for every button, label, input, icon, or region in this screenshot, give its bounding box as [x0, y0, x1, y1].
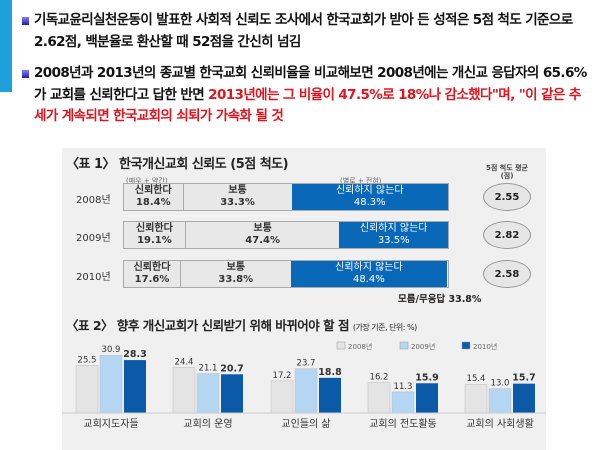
year-label: 2008년 [76, 195, 111, 206]
bullet-list: 기독교윤리실천운동이 발표한 사회적 신뢰도 조사에서 한국교회가 받아 든 성… [22, 10, 592, 138]
segment-value: 47.4% [245, 235, 280, 246]
segment-label: 신뢰하지 않는다 [335, 185, 404, 196]
data-label: 15.4 [467, 374, 486, 384]
legend-swatch [399, 341, 409, 350]
bar [319, 377, 341, 413]
category-label: 교회지도자들 [83, 418, 138, 430]
data-label: 17.2 [273, 371, 292, 381]
segment-neutral: 보통 33.3% [183, 184, 292, 210]
segment-label: 보통 [253, 223, 272, 234]
table2-title: 〈표 2〉 향후 개신교회가 신뢰받기 위해 바뀌어야 할 점 (가장 기준, … [66, 315, 417, 334]
bullet-highlight: 2013년에는 그 비율이 47.5%로 18%나 감소했다"며, "이 같은 … [34, 86, 581, 125]
segment-trust: 신뢰한다 17.6% [124, 261, 182, 287]
data-label: 20.7 [220, 363, 243, 374]
data-label: 15.7 [512, 373, 535, 384]
category-label: 교회의 사회생활 [466, 417, 534, 430]
segment-value: 17.6% [134, 274, 170, 285]
segment-trust: 신뢰한다 19.1% [124, 222, 186, 248]
bar [172, 367, 196, 414]
bar [124, 360, 146, 413]
bar [367, 382, 391, 414]
data-label: 15.9 [415, 372, 438, 383]
legend-label: 2008년 [348, 342, 372, 351]
segment-neutral: 보통 33.8% [181, 261, 291, 287]
segment-label: 신뢰한다 [134, 185, 172, 196]
year-label: 2009년 [76, 233, 111, 244]
segment-value: 33.3% [220, 197, 255, 208]
avg-score: 2.82 [483, 221, 531, 249]
segment-trust: 신뢰한다 18.4% [124, 184, 184, 210]
segment-value: 33.5% [377, 235, 410, 246]
chart-subtitle: (가장 기준, 단위: %) [352, 323, 417, 332]
data-label: 11.3 [394, 382, 413, 392]
segment-label: 신뢰한다 [133, 262, 171, 273]
bar [270, 380, 294, 414]
avg-score: 2.55 [483, 183, 531, 211]
bar [221, 374, 243, 413]
accent-bar [0, 0, 12, 92]
bar [75, 365, 99, 414]
bullet-text: 기독교윤리실천운동이 발표한 사회적 신뢰도 조사에서 한국교회가 받아 든 성… [34, 12, 573, 50]
data-label: 25.5 [78, 355, 97, 365]
bullet-icon [22, 70, 29, 78]
legend-label: 2009년 [411, 342, 435, 351]
avg-score: 2.58 [483, 260, 531, 288]
segment-value: 33.8% [218, 274, 254, 285]
avg-header: 5점 척도 평균(점) [486, 164, 528, 180]
legend-swatch [336, 341, 346, 350]
segment-value: 48.3% [353, 197, 386, 208]
chart-title: 〈표 2〉 향후 개신교회가 신뢰받기 위해 바뀌어야 할 점 [66, 318, 350, 333]
bar [416, 383, 438, 413]
segment-label: 신뢰하지 않는다 [335, 262, 403, 273]
bar [294, 368, 318, 414]
segment-label: 보통 [228, 185, 247, 196]
bar [99, 354, 123, 414]
bar [513, 383, 535, 413]
legend-label: 2010년 [473, 342, 497, 351]
stacked-bar: 신뢰한다 19.1% 보통 47.4% 신뢰하지 않는다 33.5% [123, 221, 449, 249]
segment-label: 보통 [226, 262, 245, 273]
data-label: 23.7 [297, 359, 316, 369]
data-label: 21.1 [199, 364, 218, 374]
segment-value: 48.4% [353, 274, 385, 285]
segment-label: 신뢰하지 않는다 [359, 223, 428, 234]
category-label: 교회의 전도활동 [369, 417, 437, 430]
segment-distrust: 신뢰하지 않는다 48.4% [290, 261, 448, 287]
note-left: (매우 + 약간) [126, 177, 168, 185]
bar-chart: 2008년 25.5 24.4 17.2 16.2 15.4 2009년 30.9 21.1 23… [62, 341, 546, 430]
footnote: 모름/무응답 33.8% [398, 294, 482, 305]
segment-distrust: 신뢰하지 않는다 33.5% [339, 222, 448, 248]
note-right: (별로 + 전혀) [340, 177, 382, 185]
legend-swatch [461, 341, 471, 350]
stacked-bar: 신뢰한다 17.6% 보통 33.8% 신뢰하지 않는다 48.4% [123, 260, 449, 288]
category-label: 교인들의 삶 [281, 418, 330, 430]
category-label: 교회의 운영 [183, 418, 232, 430]
segment-value: 19.1% [137, 235, 172, 246]
data-label: 18.8 [318, 367, 342, 378]
segment-distrust: 신뢰하지 않는다 48.3% [291, 184, 448, 210]
bar [488, 388, 512, 414]
segment-value: 18.4% [135, 197, 171, 208]
stacked-bar: 신뢰한다 18.4% 보통 33.3% 신뢰하지 않는다 48.3% [123, 183, 449, 211]
bullet-icon [22, 17, 29, 25]
year-label: 2010년 [76, 272, 111, 283]
data-label: 24.4 [175, 357, 194, 367]
data-label: 30.9 [102, 345, 121, 355]
bar [391, 391, 415, 414]
segment-neutral: 보통 47.4% [185, 222, 340, 248]
data-label: 16.2 [370, 373, 389, 383]
segment-label: 신뢰한다 [136, 223, 173, 234]
bullet-text: 2008년과 2013년의 종교별 한국교회 신뢰비율을 비교해보면 2008년… [34, 65, 587, 103]
bar [196, 373, 220, 414]
bar [464, 383, 488, 414]
bullet-item: 2008년과 2013년의 종교별 한국교회 신뢰비율을 비교해보면 2008년… [22, 63, 592, 128]
table1-title: 〈표 1〉 한국개신교회 신뢰도 (5점 척도) [66, 157, 289, 172]
data-label: 28.3 [123, 349, 146, 360]
bullet-item: 기독교윤리실천운동이 발표한 사회적 신뢰도 조사에서 한국교회가 받아 든 성… [22, 10, 592, 53]
data-label: 13.0 [491, 379, 510, 389]
